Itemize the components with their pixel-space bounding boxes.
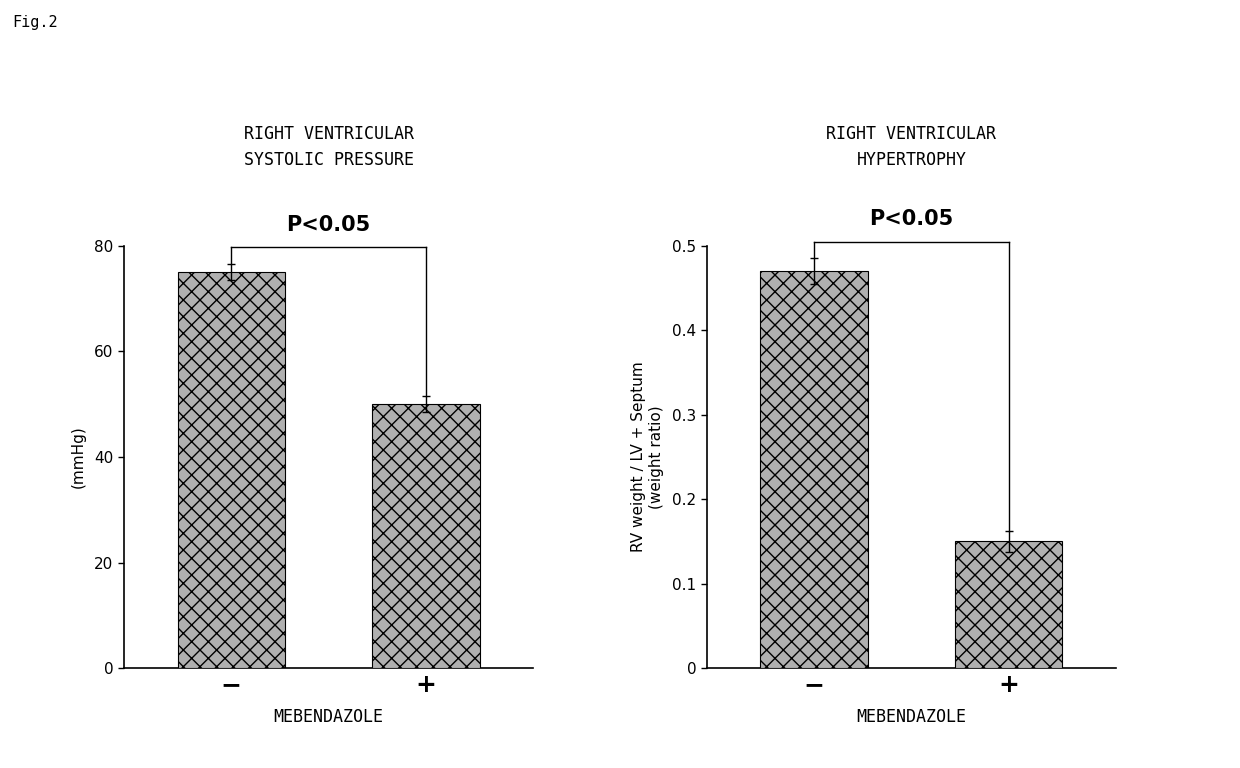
Y-axis label: RV weight / LV + Septum
(weight ratio): RV weight / LV + Septum (weight ratio) [631, 362, 663, 552]
Title: RIGHT VENTRICULAR
SYSTOLIC PRESSURE: RIGHT VENTRICULAR SYSTOLIC PRESSURE [243, 125, 414, 170]
Bar [372, 404, 480, 668]
Y-axis label: (mmHg): (mmHg) [71, 425, 86, 488]
Bar [177, 272, 285, 668]
Text: P<0.05: P<0.05 [869, 209, 954, 229]
X-axis label: MEBENDAZOLE: MEBENDAZOLE [274, 708, 383, 726]
Title: RIGHT VENTRICULAR
HYPERTROPHY: RIGHT VENTRICULAR HYPERTROPHY [826, 125, 997, 170]
Bar [955, 541, 1063, 668]
Bar [760, 271, 868, 668]
Text: Fig.2: Fig.2 [12, 15, 58, 31]
Text: P<0.05: P<0.05 [286, 215, 371, 235]
X-axis label: MEBENDAZOLE: MEBENDAZOLE [857, 708, 966, 726]
